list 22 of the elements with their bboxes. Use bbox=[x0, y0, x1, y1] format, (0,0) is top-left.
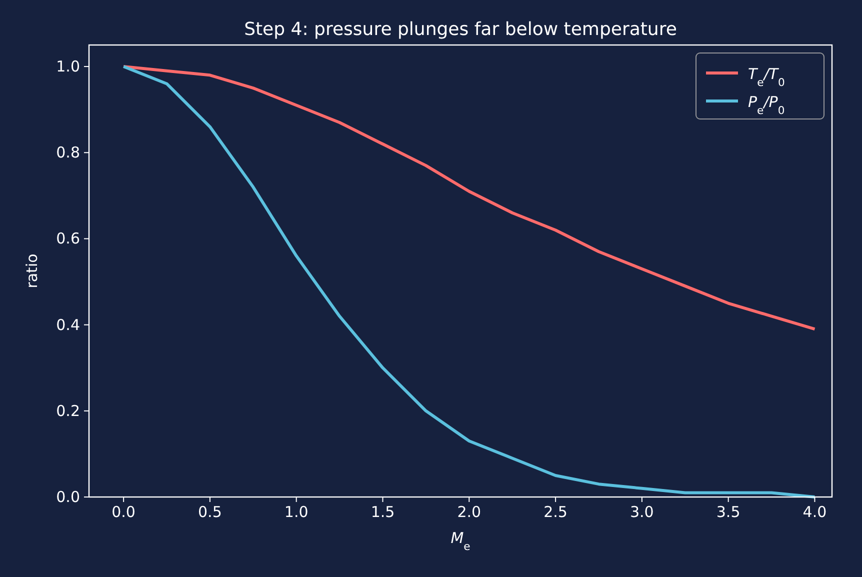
y-tick-label: 0.0 bbox=[56, 488, 80, 506]
x-tick-label: 0.5 bbox=[198, 503, 222, 521]
y-tick-label: 0.8 bbox=[56, 144, 80, 162]
x-tick-label: 3.0 bbox=[630, 503, 654, 521]
legend-label: P$_{e}$/P$_{0}$ bbox=[748, 93, 785, 116]
x-tick-label: 2.0 bbox=[457, 503, 482, 521]
x-tick-label: 2.5 bbox=[544, 503, 568, 521]
line-series bbox=[122, 65, 816, 498]
y-tick-label: 0.2 bbox=[56, 402, 80, 420]
line-series bbox=[122, 65, 816, 331]
x-tick-label: 3.5 bbox=[716, 503, 740, 521]
x-tick-label: 1.0 bbox=[284, 503, 308, 521]
y-tick-label: 0.6 bbox=[56, 230, 80, 248]
x-axis-title: M$_{e}$ bbox=[450, 529, 471, 552]
legend-label: T$_{e}$/T$_{0}$ bbox=[748, 65, 786, 88]
x-tick-label: 0.0 bbox=[112, 503, 136, 521]
x-tick-label: 4.0 bbox=[802, 503, 827, 521]
y-tick-label: 1.0 bbox=[56, 58, 80, 76]
chart-title: Step 4: pressure plunges far below temperature bbox=[244, 19, 677, 40]
y-axis-title: ratio bbox=[23, 254, 41, 288]
y-tick-label: 0.4 bbox=[56, 316, 80, 334]
x-tick-label: 1.5 bbox=[370, 503, 395, 521]
